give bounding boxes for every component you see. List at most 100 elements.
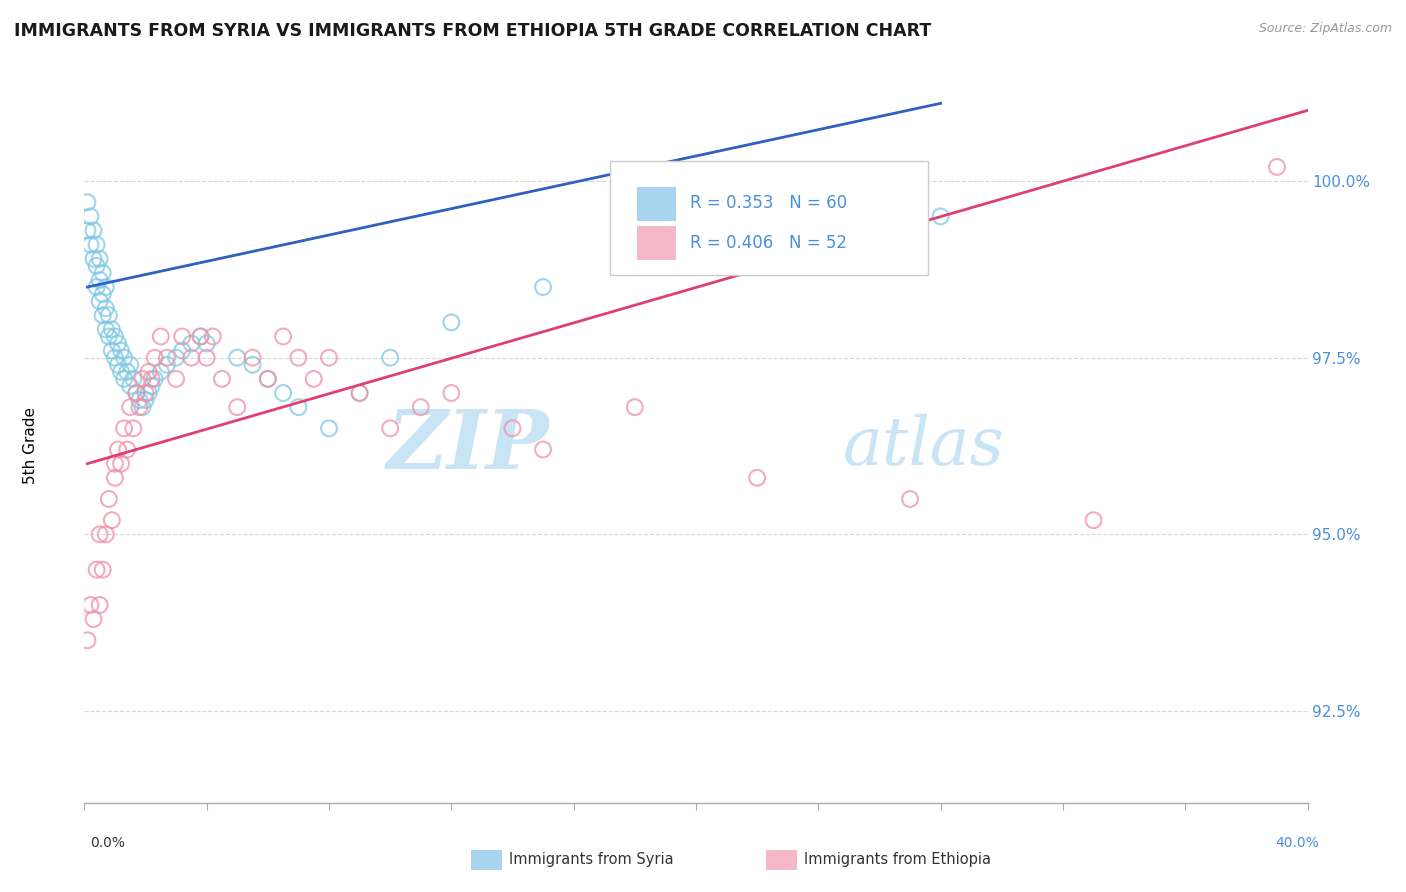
Point <box>86 259 108 273</box>
Text: 0.0%: 0.0% <box>90 836 125 850</box>
Point <box>94 280 117 294</box>
Point <box>318 421 340 435</box>
Point <box>89 294 111 309</box>
Point <box>91 308 114 322</box>
Point <box>195 351 218 365</box>
Point <box>201 329 224 343</box>
Point <box>180 351 202 365</box>
Point <box>501 421 523 435</box>
Point <box>141 372 163 386</box>
Point <box>143 351 166 365</box>
Point <box>79 598 101 612</box>
Point <box>149 365 172 379</box>
Point <box>79 210 101 224</box>
Point <box>89 598 111 612</box>
Point <box>624 400 647 414</box>
Point <box>83 252 105 266</box>
Text: 40.0%: 40.0% <box>1275 836 1319 850</box>
Point <box>91 287 114 301</box>
Point <box>76 633 98 648</box>
Point <box>86 237 108 252</box>
Point <box>685 244 707 259</box>
Point <box>101 322 124 336</box>
Point <box>97 329 120 343</box>
Point <box>409 400 432 414</box>
Point <box>226 351 249 365</box>
Point <box>271 329 294 343</box>
Point <box>257 372 280 386</box>
Point <box>257 372 280 386</box>
Point <box>1083 513 1105 527</box>
Point <box>440 315 463 329</box>
Point <box>94 301 117 316</box>
Point <box>101 513 124 527</box>
Point <box>86 563 108 577</box>
Point <box>94 527 117 541</box>
Point <box>287 351 309 365</box>
Point <box>172 343 194 358</box>
Bar <box>637 227 676 260</box>
Point <box>104 329 127 343</box>
Point <box>190 329 212 343</box>
Point <box>318 351 340 365</box>
Point <box>97 308 120 322</box>
Point <box>531 442 554 457</box>
Point <box>128 400 150 414</box>
Point <box>112 421 135 435</box>
Point <box>141 379 163 393</box>
Point <box>242 351 264 365</box>
Point <box>190 329 212 343</box>
Point <box>349 386 371 401</box>
Point <box>149 329 172 343</box>
Text: R = 0.353   N = 60: R = 0.353 N = 60 <box>690 194 846 212</box>
Point <box>83 223 105 237</box>
Point <box>131 400 153 414</box>
Point <box>122 421 145 435</box>
Point <box>180 336 202 351</box>
Point <box>89 527 111 541</box>
Point <box>287 400 309 414</box>
Point <box>120 379 142 393</box>
Point <box>745 471 768 485</box>
Point <box>107 358 129 372</box>
Point <box>143 372 166 386</box>
Point <box>195 336 218 351</box>
Point <box>226 400 249 414</box>
Point <box>112 351 135 365</box>
Point <box>172 329 194 343</box>
Text: ZIP: ZIP <box>387 406 550 486</box>
FancyBboxPatch shape <box>610 161 928 275</box>
Text: Immigrants from Ethiopia: Immigrants from Ethiopia <box>804 853 991 867</box>
Point <box>83 612 105 626</box>
Point <box>122 372 145 386</box>
Point <box>107 336 129 351</box>
Point <box>271 386 294 401</box>
Text: 5th Grade: 5th Grade <box>24 408 38 484</box>
Point <box>531 280 554 294</box>
Point <box>302 372 325 386</box>
Bar <box>637 187 676 221</box>
Point <box>135 386 157 401</box>
Point <box>115 442 138 457</box>
Text: atlas: atlas <box>842 413 1004 479</box>
Text: Immigrants from Syria: Immigrants from Syria <box>509 853 673 867</box>
Point <box>440 386 463 401</box>
Point <box>91 563 114 577</box>
Point <box>104 457 127 471</box>
Point <box>94 322 117 336</box>
Point <box>211 372 233 386</box>
Point <box>131 372 153 386</box>
Point <box>165 351 187 365</box>
Point <box>929 210 952 224</box>
Point <box>120 400 142 414</box>
Point <box>112 372 135 386</box>
Point <box>86 280 108 294</box>
Text: Source: ZipAtlas.com: Source: ZipAtlas.com <box>1258 22 1392 36</box>
Point <box>115 365 138 379</box>
Point <box>76 195 98 210</box>
Point <box>89 252 111 266</box>
Point <box>97 491 120 506</box>
Point <box>138 365 160 379</box>
Point <box>165 372 187 386</box>
Point <box>110 343 132 358</box>
